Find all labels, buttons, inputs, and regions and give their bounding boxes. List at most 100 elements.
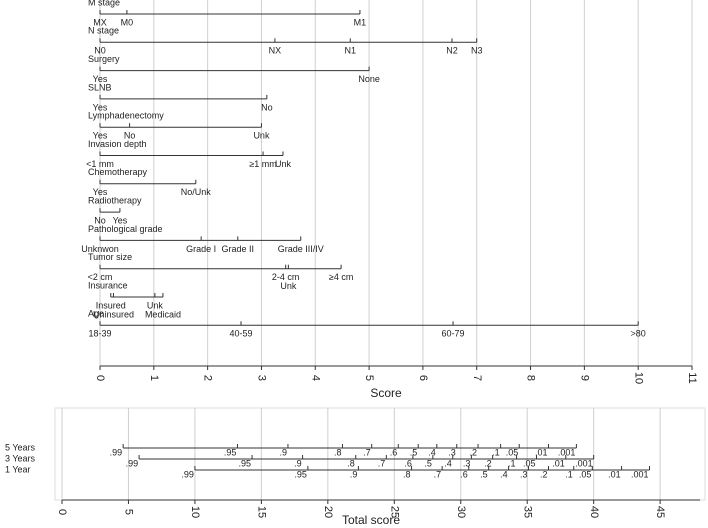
- level-label: 40-59: [229, 329, 252, 339]
- level-label: ≥4 cm: [329, 272, 353, 282]
- level-label: .95: [294, 469, 307, 479]
- level-label: .1: [565, 469, 573, 479]
- x-tick-label: 30: [455, 506, 467, 518]
- x-tick-label: 5: [363, 375, 375, 381]
- level-label: .4: [500, 469, 508, 479]
- level-label: ≥1 mm: [249, 159, 276, 169]
- level-label: Unk: [275, 159, 292, 169]
- level-label: .05: [506, 447, 519, 457]
- level-label: .01: [608, 469, 621, 479]
- level-label: 60-79: [442, 329, 465, 339]
- level-label: No: [124, 131, 136, 141]
- row-label: Pathological grade: [88, 224, 163, 234]
- level-label: Grade II: [222, 244, 255, 254]
- row-label: 5 Years: [5, 442, 36, 452]
- row-label: 3 Years: [5, 453, 36, 463]
- level-label: .6: [390, 447, 398, 457]
- level-label: .001: [558, 447, 576, 457]
- row-label: 1 Year: [5, 464, 31, 474]
- level-label: .4: [444, 458, 452, 468]
- row-label: Insurance: [88, 280, 128, 290]
- level-label: .001: [575, 458, 593, 468]
- level-label: .05: [579, 469, 592, 479]
- level-label: .8: [403, 469, 411, 479]
- level-label: .5: [424, 458, 432, 468]
- row-label: Surgery: [88, 54, 120, 64]
- x-tick-label: 4: [309, 375, 321, 381]
- x-tick-label: 0: [94, 375, 106, 381]
- row-label: Radiotherapy: [88, 195, 142, 205]
- level-label: Yes: [93, 187, 108, 197]
- x-tick-label: 2: [202, 375, 214, 381]
- level-label: >80: [631, 329, 646, 339]
- level-label: <1 mm: [86, 159, 114, 169]
- x-axis-title: Score: [370, 386, 402, 400]
- level-label: 18-39: [88, 329, 111, 339]
- level-label: .8: [334, 447, 342, 457]
- level-label: .1: [492, 447, 500, 457]
- level-label: Insured: [96, 300, 126, 310]
- level-label: Unk: [253, 131, 270, 141]
- level-label: Uninsured: [93, 309, 134, 319]
- level-label: .2: [540, 469, 548, 479]
- level-label: Unk: [280, 281, 297, 291]
- level-label: 2-4 cm: [272, 272, 300, 282]
- level-label: .99: [110, 447, 123, 457]
- plot-frame: [54, 407, 706, 501]
- level-label: .9: [350, 469, 358, 479]
- level-label: Unknwon: [81, 244, 119, 254]
- level-label: No: [261, 102, 273, 112]
- row-label: Invasion depth: [88, 139, 147, 149]
- x-tick-label: 10: [632, 372, 644, 384]
- x-tick-label: 7: [471, 375, 483, 381]
- level-label: .3: [448, 447, 456, 457]
- x-tick-label: 25: [388, 506, 400, 518]
- level-label: .3: [520, 469, 528, 479]
- level-label: .95: [239, 458, 252, 468]
- level-label: .1: [508, 458, 516, 468]
- level-label: .01: [552, 458, 565, 468]
- level-label: N1: [344, 46, 356, 56]
- level-label: .05: [523, 458, 536, 468]
- level-label: N2: [446, 46, 458, 56]
- level-label: MX: [93, 17, 107, 27]
- level-label: None: [358, 74, 380, 84]
- level-label: <2 cm: [88, 272, 113, 282]
- level-label: Yes: [93, 131, 108, 141]
- level-label: .2: [470, 447, 478, 457]
- row-label: Lymphadenectomy: [88, 111, 164, 121]
- level-label: .2: [484, 458, 492, 468]
- level-label: .7: [434, 469, 442, 479]
- level-label: Grade III/IV: [278, 244, 324, 254]
- level-label: M1: [354, 17, 367, 27]
- level-label: .8: [347, 458, 355, 468]
- x-tick-label: 11: [686, 372, 698, 383]
- x-tick-label: 20: [322, 506, 334, 518]
- level-label: .01: [535, 447, 548, 457]
- level-label: .95: [224, 447, 237, 457]
- x-tick-label: 1: [148, 375, 160, 381]
- x-tick-label: 40: [588, 506, 600, 518]
- row-label: SLNB: [88, 82, 112, 92]
- x-tick-label: 15: [255, 506, 267, 518]
- row-label: M stage: [88, 0, 120, 7]
- level-label: .7: [378, 458, 386, 468]
- x-tick-label: 9: [578, 375, 590, 381]
- level-label: Medicaid: [145, 309, 181, 319]
- level-label: Grade I: [186, 244, 216, 254]
- level-label: M0: [121, 17, 134, 27]
- level-label: N3: [471, 46, 483, 56]
- level-label: N0: [94, 46, 106, 56]
- x-tick-label: 8: [525, 375, 537, 381]
- row-label: Age: [88, 309, 104, 319]
- level-label: .9: [279, 447, 287, 457]
- level-label: NX: [269, 46, 282, 56]
- level-label: .5: [410, 447, 418, 457]
- level-label: No: [94, 215, 106, 225]
- x-tick-label: 10: [189, 506, 201, 518]
- x-axis-title: Total score: [342, 513, 400, 527]
- level-label: .6: [404, 458, 412, 468]
- x-tick-label: 0: [56, 509, 68, 515]
- level-label: Yes: [113, 215, 128, 225]
